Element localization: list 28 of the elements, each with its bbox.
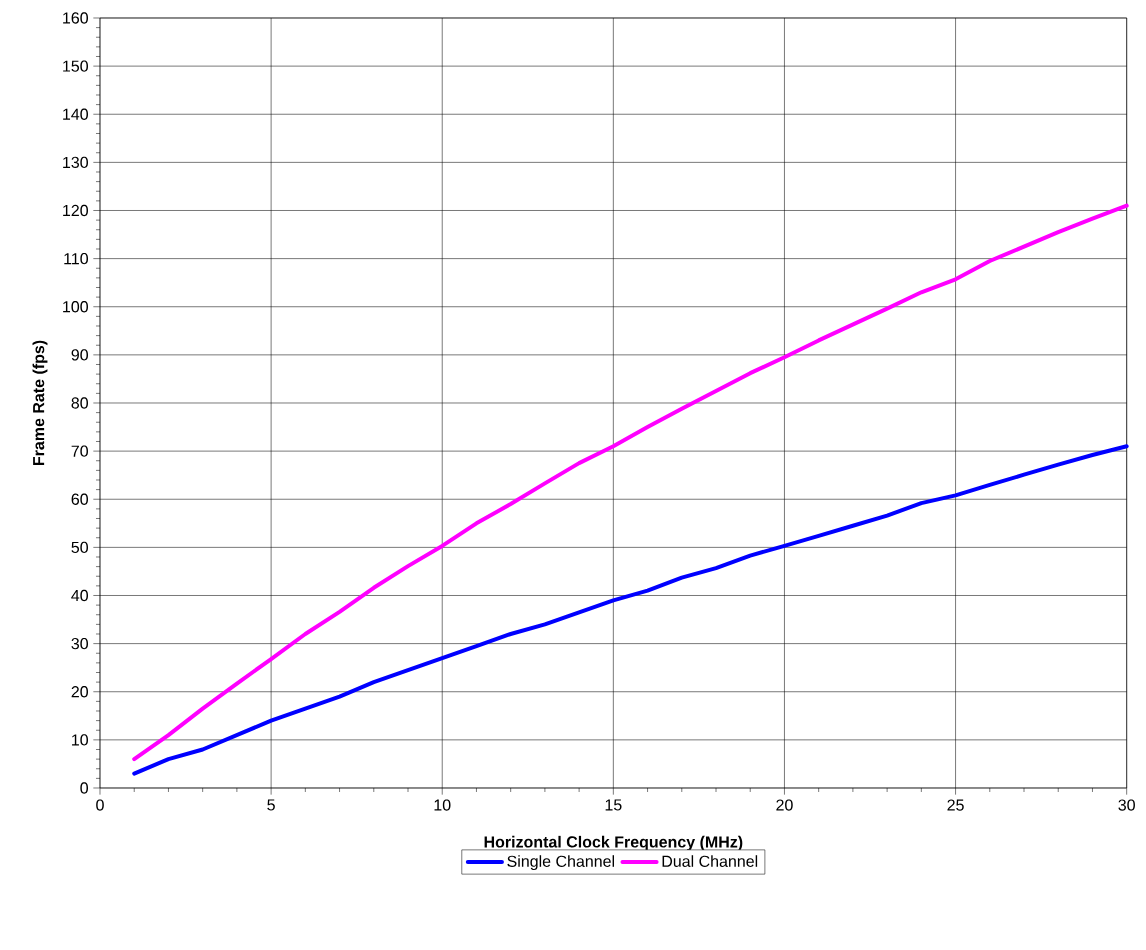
y-tick-label: 70 (71, 445, 88, 457)
x-tick-label: 25 (947, 799, 964, 811)
y-tick-label: 130 (63, 156, 88, 169)
y-tick-label: 50 (71, 541, 88, 554)
y-tick-label: 160 (63, 12, 88, 24)
y-tick-label: 120 (63, 204, 88, 217)
x-tick-label: 5 (267, 799, 275, 811)
y-tick-label: 10 (72, 734, 88, 746)
legend-label: Single Channel (507, 855, 615, 871)
y-tick-label: 90 (71, 349, 88, 361)
x-tick-label: 30 (1118, 799, 1135, 811)
y-tick-label: 110 (64, 252, 88, 265)
x-axis-title: Horizontal Clock Frequency (MHz) (484, 835, 743, 851)
x-tick-label: 10 (434, 799, 451, 811)
y-tick-label: 60 (71, 493, 88, 505)
y-tick-label: 150 (63, 60, 88, 72)
y-tick-label: 80 (71, 397, 88, 409)
x-tick-label: 20 (776, 799, 793, 811)
y-tick-label: 0 (80, 782, 88, 794)
y-tick-label: 100 (63, 301, 88, 313)
y-tick-label: 140 (63, 108, 88, 120)
x-tick-label: 0 (96, 799, 104, 811)
legend-label: Dual Channel (662, 855, 758, 867)
y-tick-label: 40 (71, 589, 88, 602)
y-axis-title: Frame Rate (fps) (32, 340, 48, 466)
y-tick-label: 20 (71, 686, 88, 698)
x-tick-label: 15 (605, 799, 622, 811)
y-tick-label: 30 (71, 637, 88, 650)
